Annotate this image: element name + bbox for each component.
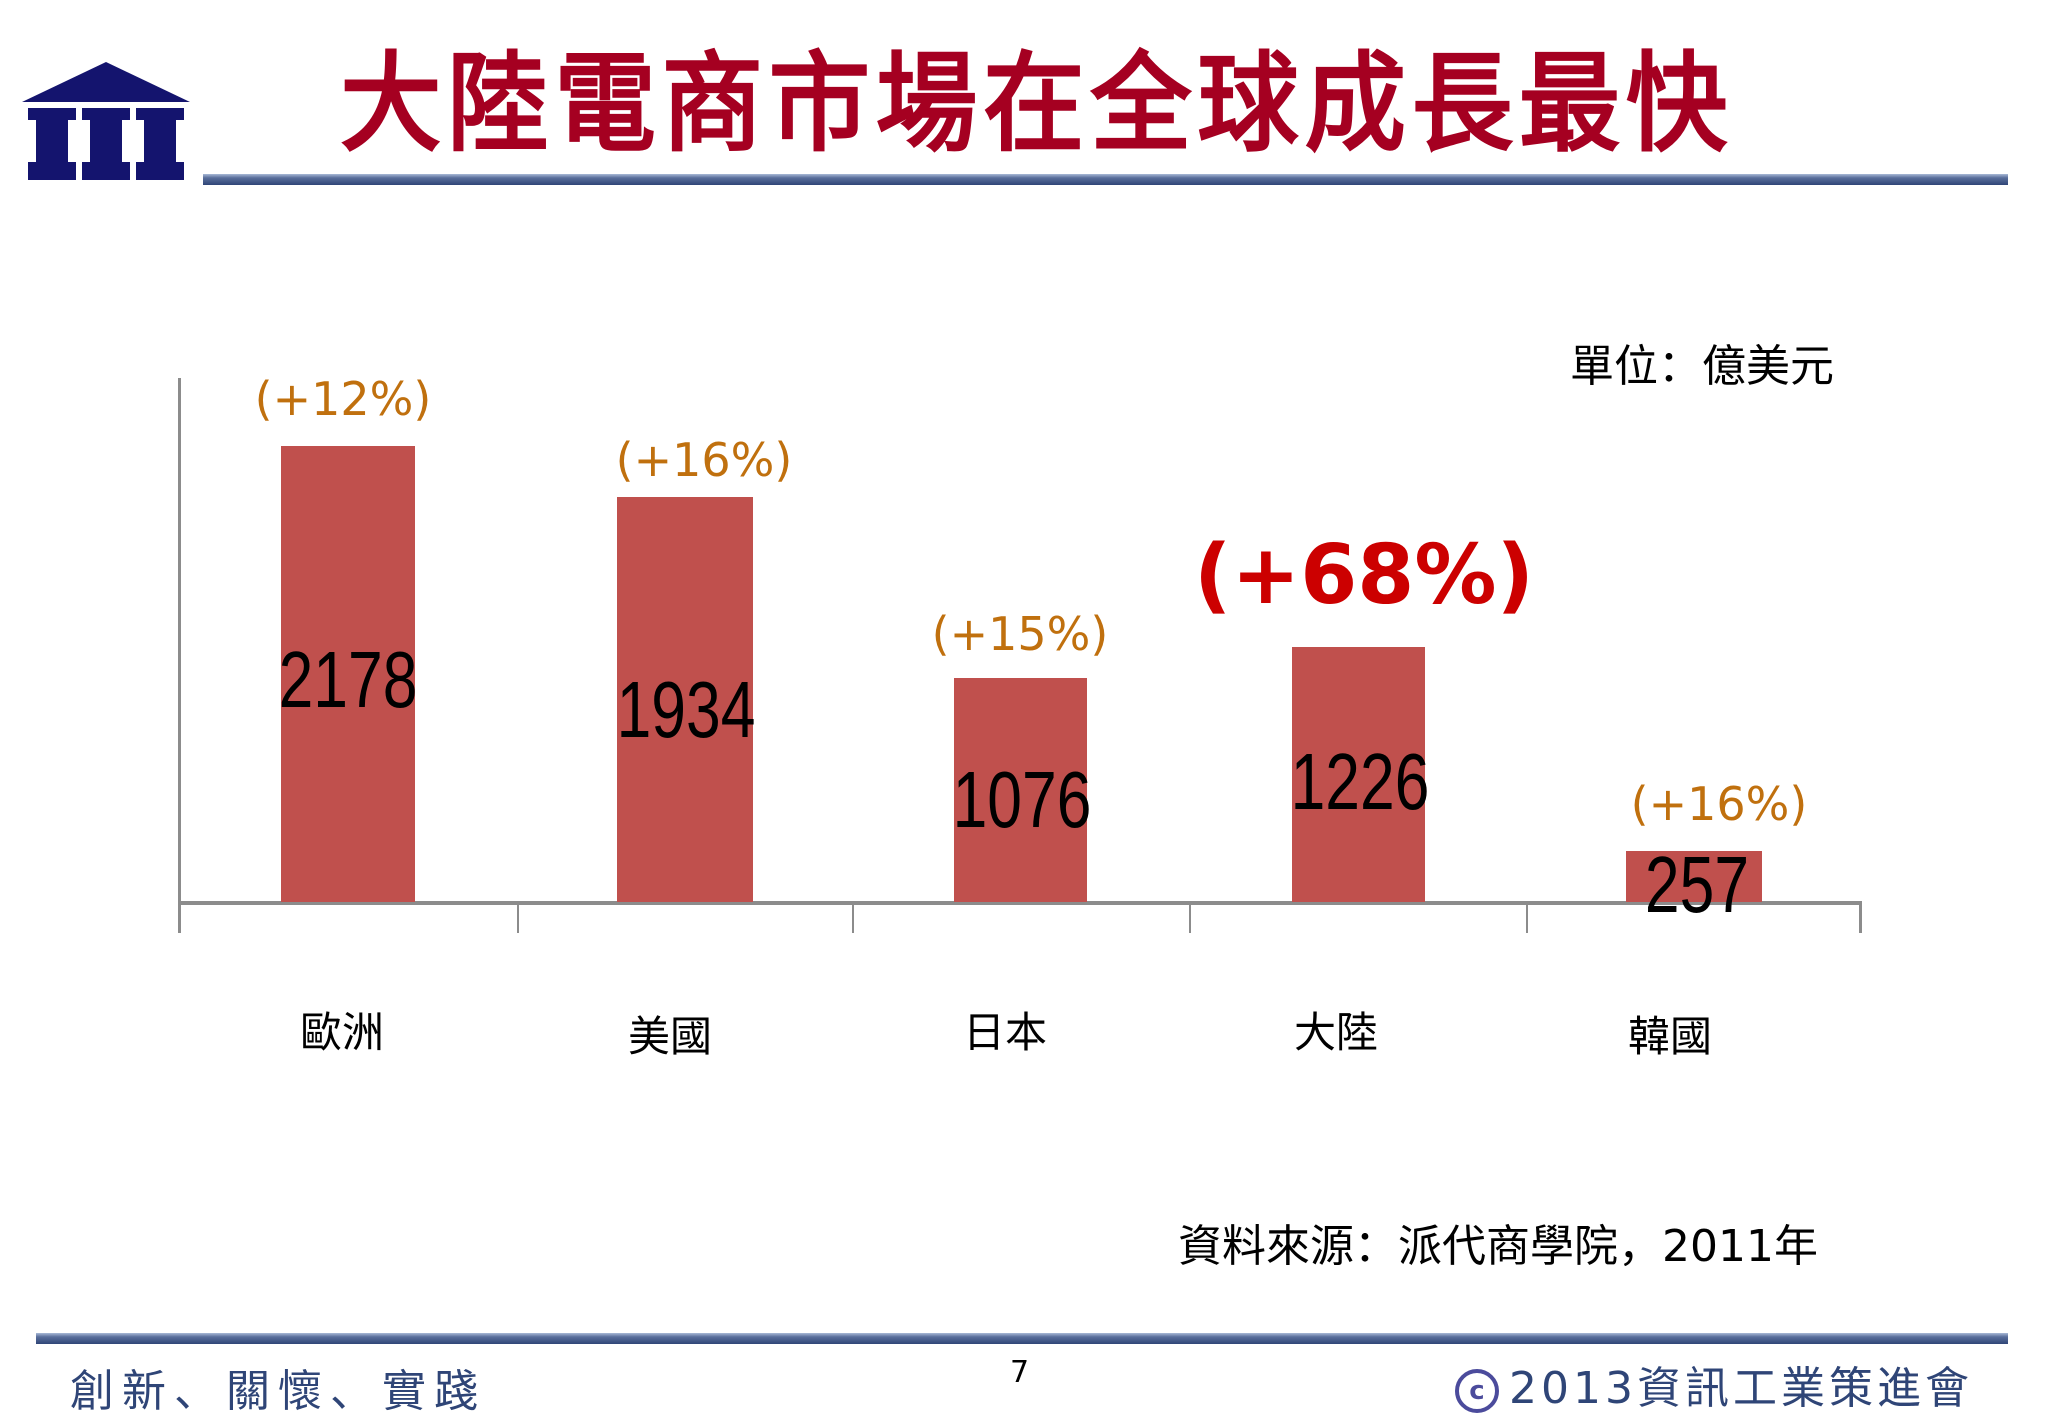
title-divider <box>203 174 2008 185</box>
copyright-icon: c <box>1455 1369 1499 1413</box>
value-label-mainland-china: 1226 <box>1290 737 1430 826</box>
growth-label-mainland-china: (+68%) <box>1194 528 1534 623</box>
growth-label-korea: (+16%) <box>1630 777 1808 831</box>
value-label-japan: 1076 <box>952 755 1092 844</box>
x-axis-line <box>178 901 1862 905</box>
category-label-europe: 歐洲 <box>299 1008 384 1057</box>
x-axis-tick <box>1859 903 1862 933</box>
category-label-usa: 美國 <box>627 1012 712 1061</box>
bar-mainland-china <box>1292 647 1425 902</box>
copyright-text: 2013資訊工業策進會 <box>1509 1363 1973 1414</box>
x-axis-tick <box>517 903 519 933</box>
x-axis-tick <box>1526 903 1528 933</box>
bar-japan <box>954 678 1087 902</box>
data-source-note: 資料來源：派代商學院，2011年 <box>1178 1221 1818 1272</box>
value-label-korea: 257 <box>1644 840 1750 929</box>
page-number: 7 <box>1010 1355 1030 1390</box>
footer-slogan: 創新、關懷、實踐 <box>70 1366 486 1417</box>
institute-logo-icon <box>20 62 192 184</box>
y-axis-line <box>178 378 181 933</box>
page-title: 大陸電商市場在全球成長最快 <box>340 42 1734 167</box>
bar-korea <box>1626 851 1762 902</box>
growth-label-usa: (+16%) <box>615 433 793 487</box>
category-label-japan: 日本 <box>962 1008 1047 1057</box>
growth-label-europe: (+12%) <box>254 372 432 426</box>
bar-europe <box>281 446 415 902</box>
category-label-korea: 韓國 <box>1627 1012 1712 1061</box>
value-label-europe: 2178 <box>278 635 418 724</box>
value-label-usa: 1934 <box>616 665 756 754</box>
footer-copyright: c 2013資訊工業策進會 <box>1455 1352 1973 1416</box>
bar-usa <box>617 497 753 902</box>
x-axis-tick <box>852 903 854 933</box>
x-axis-tick <box>1189 903 1191 933</box>
unit-label: 單位：億美元 <box>1570 341 1834 392</box>
category-label-mainland-china: 大陸 <box>1293 1008 1378 1057</box>
footer-divider <box>36 1333 2008 1344</box>
growth-label-japan: (+15%) <box>931 607 1109 661</box>
